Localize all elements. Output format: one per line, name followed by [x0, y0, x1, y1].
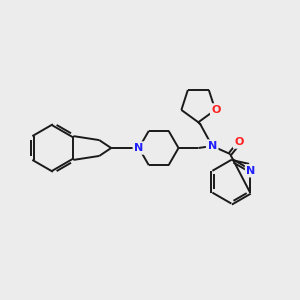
Text: O: O: [234, 137, 244, 147]
Text: O: O: [212, 105, 221, 115]
Text: N: N: [208, 141, 217, 151]
Text: N: N: [134, 143, 143, 153]
Text: N: N: [247, 166, 256, 176]
